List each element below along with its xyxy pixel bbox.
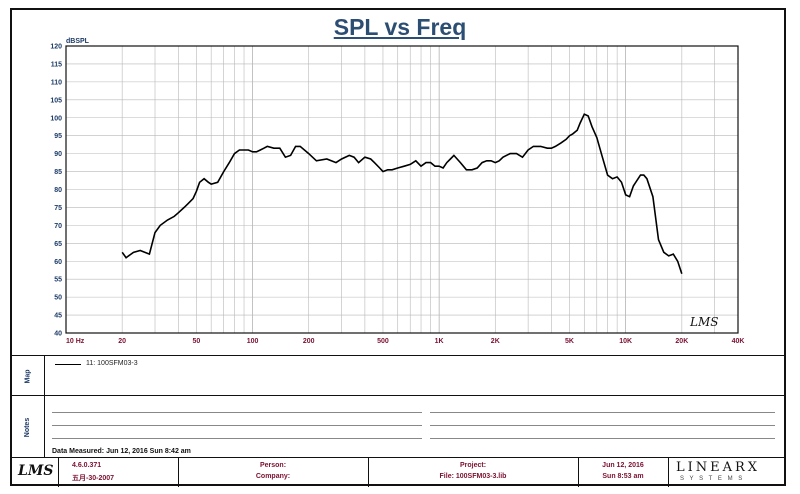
brand-name: LINEARX: [676, 460, 761, 475]
x-tick-label: 200: [303, 338, 315, 345]
build-date: 五月-30-2007: [72, 475, 115, 482]
x-tick-label: 500: [377, 338, 389, 345]
lms-watermark: LMS: [689, 315, 718, 329]
lms-logo: LMS: [18, 463, 54, 479]
y-tick-label: 115: [51, 61, 62, 68]
legend-swatch: [55, 364, 81, 365]
y-tick-label: 60: [54, 259, 62, 266]
y-tick-label: 55: [54, 277, 62, 284]
x-tick-label: 5K: [565, 338, 574, 345]
legend-entry: 11: 100SFM03-3: [86, 360, 138, 367]
grid: [65, 45, 739, 334]
note-line: [52, 425, 422, 426]
note-line: [430, 438, 775, 439]
x-tick-labels: 10 Hz 20 50 100 200 500 1K 2K 5K 10K 20K 40K: [66, 338, 744, 345]
footer: LMS 4.6.0.371 五月-30-2007 Person: Company…: [12, 457, 784, 487]
note-line: [52, 438, 422, 439]
y-tick-label: 110: [51, 79, 62, 86]
y-tick-label: 65: [54, 241, 62, 248]
y-tick-label: 85: [54, 169, 62, 176]
x-tick-label: 2K: [491, 338, 500, 345]
note-line: [52, 412, 422, 413]
spl-curve: [121, 113, 683, 275]
y-tick-label: 120: [50, 44, 62, 51]
x-tick-label: 10K: [619, 338, 632, 345]
note-line: [430, 425, 775, 426]
print-date: Jun 12, 2016: [602, 462, 644, 469]
version: 4.6.0.371: [72, 462, 102, 469]
y-tick-labels: 40 45 50 55 60 65 70 75 80 85 90 95 100 105 110 115 120: [50, 44, 62, 338]
notes-side-label: Notes: [12, 396, 45, 458]
y-tick-label: 105: [50, 97, 62, 104]
map-section: Map 11: 100SFM03-3: [12, 355, 784, 396]
print-time: Sun 8:53 am: [602, 473, 644, 480]
chart: 404550556065707580859095100105110115120 …: [50, 38, 744, 345]
y-tick-label: 90: [54, 151, 62, 158]
y-tick-label: 70: [54, 223, 62, 230]
x-tick-label: 20: [118, 338, 126, 345]
x-tick-label: 1K: [435, 338, 444, 345]
y-tick-label: 50: [54, 295, 62, 302]
company-label: Company:: [255, 473, 291, 480]
footer-date-cell: Jun 12, 2016 Sun 8:53 am: [578, 458, 669, 487]
footer-person-cell: Person: Company:: [178, 458, 369, 487]
person-label: Person:: [259, 462, 287, 469]
y-tick-label: 80: [54, 187, 62, 194]
footer-version-cell: 4.6.0.371 五月-30-2007: [58, 458, 179, 487]
x-tick-label: 20K: [675, 338, 688, 345]
y-tick-label: 95: [54, 133, 62, 140]
map-side-label: Map: [12, 356, 45, 396]
y-tick-label: 45: [54, 313, 62, 320]
project-label: Project:: [459, 462, 487, 469]
x-tick-label: 10 Hz: [66, 338, 85, 345]
y-tick-label: 75: [54, 205, 62, 212]
y-tick-label: 40: [54, 331, 62, 338]
chart-title: SPL vs Freq: [333, 14, 467, 40]
y-axis-label: dBSPL: [66, 38, 90, 45]
x-tick-label: 40K: [732, 338, 745, 345]
x-tick-label: 100: [247, 338, 259, 345]
data-measured: Data Measured: Jun 12, 2016 Sun 8:42 am: [52, 448, 191, 455]
y-tick-label: 100: [50, 115, 62, 122]
x-tick-label: 50: [193, 338, 201, 345]
file-name: File: 100SFM03-3.lib: [439, 473, 507, 480]
brand-subtitle: S Y S T E M S: [680, 476, 745, 482]
footer-project-cell: Project: File: 100SFM03-3.lib: [368, 458, 579, 487]
linearx-logo: LINEARX S Y S T E M S: [668, 458, 784, 487]
note-line: [430, 412, 775, 413]
plot-border: [65, 45, 739, 334]
notes-section: Notes Data Measured: Jun 12, 2016 Sun 8:…: [12, 395, 784, 458]
footer-logo-cell: LMS: [12, 458, 59, 487]
